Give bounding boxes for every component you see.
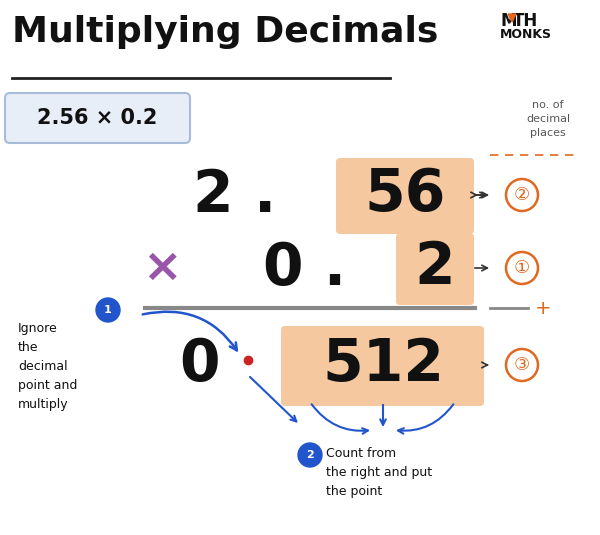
Text: TH: TH xyxy=(513,12,538,30)
Text: +: + xyxy=(535,299,551,317)
Circle shape xyxy=(96,298,120,322)
Text: ×: × xyxy=(142,246,182,291)
Text: 2.56 × 0.2: 2.56 × 0.2 xyxy=(37,108,157,128)
Circle shape xyxy=(298,443,322,467)
Text: 0: 0 xyxy=(180,337,220,394)
FancyArrowPatch shape xyxy=(380,405,386,425)
Text: 2 .: 2 . xyxy=(193,166,277,224)
Text: 56: 56 xyxy=(364,166,446,224)
Circle shape xyxy=(506,252,538,284)
Text: Multiplying Decimals: Multiplying Decimals xyxy=(12,15,439,49)
Circle shape xyxy=(506,349,538,381)
Text: 512: 512 xyxy=(322,337,444,394)
Text: 1: 1 xyxy=(104,305,112,315)
Circle shape xyxy=(506,179,538,211)
Polygon shape xyxy=(508,14,516,22)
Text: M: M xyxy=(500,12,517,30)
FancyArrowPatch shape xyxy=(250,377,296,422)
Text: ①: ① xyxy=(514,259,530,277)
Text: 2: 2 xyxy=(415,240,455,296)
Text: Count from
the right and put
the point: Count from the right and put the point xyxy=(326,447,432,498)
Text: MONKS: MONKS xyxy=(500,28,552,41)
FancyArrowPatch shape xyxy=(311,404,368,434)
Text: ③: ③ xyxy=(514,356,530,374)
Text: no. of
decimal
places: no. of decimal places xyxy=(526,100,570,138)
FancyBboxPatch shape xyxy=(281,326,484,406)
Text: 2: 2 xyxy=(306,450,314,460)
FancyArrowPatch shape xyxy=(143,312,237,350)
Text: 0 .: 0 . xyxy=(263,240,347,296)
Text: ②: ② xyxy=(514,186,530,204)
FancyBboxPatch shape xyxy=(336,158,474,234)
Text: Ignore
the
decimal
point and
multiply: Ignore the decimal point and multiply xyxy=(18,322,77,411)
FancyBboxPatch shape xyxy=(396,233,474,305)
FancyArrowPatch shape xyxy=(398,404,454,434)
FancyBboxPatch shape xyxy=(5,93,190,143)
